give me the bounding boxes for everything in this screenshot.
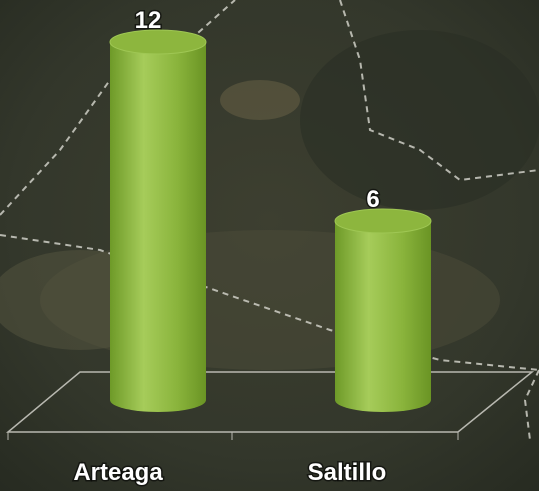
x-tick-label: Arteaga [73, 459, 163, 486]
chart: 12 Arteaga 6 Saltillo [0, 0, 539, 491]
x-tick-label: Saltillo [308, 459, 387, 486]
value-label: 12 [135, 7, 162, 34]
cylinder-top [335, 209, 431, 233]
cylinder-body [110, 42, 206, 412]
value-label: 6 [366, 186, 379, 213]
map-background [0, 0, 539, 491]
cylinder-body [335, 221, 431, 412]
